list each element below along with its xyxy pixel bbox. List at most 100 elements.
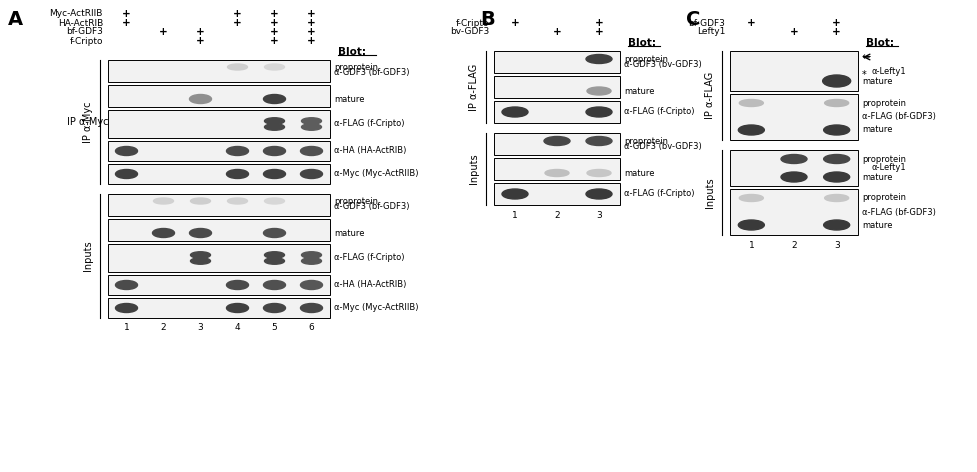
Text: α-HA (HA-ActRIB): α-HA (HA-ActRIB)	[334, 280, 406, 289]
Text: +: +	[196, 36, 204, 46]
Ellipse shape	[227, 146, 248, 155]
Ellipse shape	[300, 169, 322, 178]
Text: IP α-FLAG: IP α-FLAG	[469, 63, 479, 110]
Bar	[729, 94, 857, 140]
Ellipse shape	[115, 169, 138, 178]
Text: α-GDF3 (bf-GDF3): α-GDF3 (bf-GDF3)	[334, 68, 409, 77]
Text: bf-GDF3: bf-GDF3	[66, 27, 103, 36]
Ellipse shape	[263, 228, 285, 237]
Ellipse shape	[738, 125, 764, 135]
Ellipse shape	[585, 54, 612, 64]
Ellipse shape	[301, 124, 321, 130]
Text: +: +	[594, 18, 603, 28]
Text: mature: mature	[334, 94, 364, 103]
Ellipse shape	[227, 280, 248, 289]
Ellipse shape	[781, 154, 806, 163]
Ellipse shape	[301, 258, 321, 264]
Text: proprotein: proprotein	[623, 54, 667, 64]
Text: bv-GDF3: bv-GDF3	[449, 27, 488, 36]
Text: α-Myc (Myc-ActRIIB): α-Myc (Myc-ActRIIB)	[334, 169, 418, 178]
Ellipse shape	[153, 198, 173, 204]
Text: +: +	[307, 9, 316, 19]
Text: α-GDF3 (bf-GDF3): α-GDF3 (bf-GDF3)	[334, 202, 409, 211]
Text: mature: mature	[861, 220, 892, 229]
Ellipse shape	[115, 146, 138, 155]
Text: Lefty1: Lefty1	[696, 27, 724, 36]
Text: +: +	[594, 27, 603, 37]
Text: α-FLAG (f-Cripto): α-FLAG (f-Cripto)	[623, 189, 694, 199]
Text: +: +	[831, 18, 840, 28]
Text: proprotein: proprotein	[623, 136, 667, 145]
Text: Blot:: Blot:	[865, 38, 893, 48]
Text: f-Cripto: f-Cripto	[455, 18, 488, 27]
Bar	[493, 133, 619, 155]
Ellipse shape	[300, 303, 322, 312]
Text: +: +	[196, 27, 204, 37]
Bar	[729, 150, 857, 186]
Bar	[493, 101, 619, 123]
Text: 4: 4	[234, 323, 240, 332]
Text: mature: mature	[861, 126, 892, 135]
Ellipse shape	[823, 220, 849, 230]
Text: α-FLAG (f-Cripto): α-FLAG (f-Cripto)	[334, 119, 404, 128]
Text: f-Cripto: f-Cripto	[69, 36, 103, 45]
Ellipse shape	[301, 118, 321, 124]
Ellipse shape	[823, 172, 849, 182]
Text: 2: 2	[554, 211, 559, 219]
Ellipse shape	[263, 146, 285, 155]
Text: +: +	[233, 9, 241, 19]
Text: Myc-ActRIIB: Myc-ActRIIB	[50, 9, 103, 18]
Bar	[107, 194, 329, 216]
Ellipse shape	[264, 198, 284, 204]
Text: B: B	[480, 10, 494, 29]
Bar	[107, 164, 329, 184]
Ellipse shape	[739, 100, 763, 107]
Bar	[493, 76, 619, 98]
Text: +: +	[307, 36, 316, 46]
Text: proprotein: proprotein	[334, 196, 378, 205]
Bar	[729, 189, 857, 235]
Ellipse shape	[115, 280, 138, 289]
Ellipse shape	[190, 94, 211, 103]
Ellipse shape	[263, 169, 285, 178]
Ellipse shape	[115, 303, 138, 312]
Ellipse shape	[822, 75, 850, 87]
Ellipse shape	[264, 124, 284, 130]
Text: HA-ActRIB: HA-ActRIB	[58, 18, 103, 27]
Text: +: +	[307, 18, 316, 28]
Text: Inputs: Inputs	[469, 154, 479, 184]
Text: α-FLAG (bf-GDF3): α-FLAG (bf-GDF3)	[861, 112, 935, 121]
Bar	[107, 85, 329, 107]
Text: +: +	[307, 27, 316, 37]
Ellipse shape	[190, 228, 211, 237]
Text: +: +	[831, 27, 840, 37]
Ellipse shape	[823, 125, 849, 135]
Ellipse shape	[824, 100, 848, 107]
Bar	[493, 183, 619, 205]
Text: +: +	[122, 18, 131, 28]
Ellipse shape	[263, 280, 285, 289]
Text: Inputs: Inputs	[83, 241, 93, 271]
Text: mature: mature	[861, 77, 892, 86]
Text: Blot:: Blot:	[338, 47, 365, 57]
Ellipse shape	[263, 303, 285, 312]
Ellipse shape	[300, 280, 322, 289]
Text: mature: mature	[623, 169, 654, 177]
Text: 3: 3	[197, 323, 203, 332]
Text: 2: 2	[790, 241, 796, 250]
Text: proprotein: proprotein	[861, 154, 905, 163]
Ellipse shape	[264, 252, 284, 258]
Text: α-GDF3 (bv-GDF3): α-GDF3 (bv-GDF3)	[623, 142, 701, 151]
Text: bf-GDF3: bf-GDF3	[688, 18, 724, 27]
Ellipse shape	[300, 146, 322, 155]
Text: +: +	[270, 36, 278, 46]
Ellipse shape	[501, 107, 528, 117]
Text: C: C	[685, 10, 700, 29]
Ellipse shape	[152, 228, 174, 237]
Text: ←: ←	[860, 52, 870, 62]
Text: +: +	[159, 27, 168, 37]
Ellipse shape	[264, 258, 284, 264]
Text: α-Lefty1: α-Lefty1	[871, 163, 906, 172]
Text: 6: 6	[309, 323, 314, 332]
Text: 1: 1	[123, 323, 129, 332]
